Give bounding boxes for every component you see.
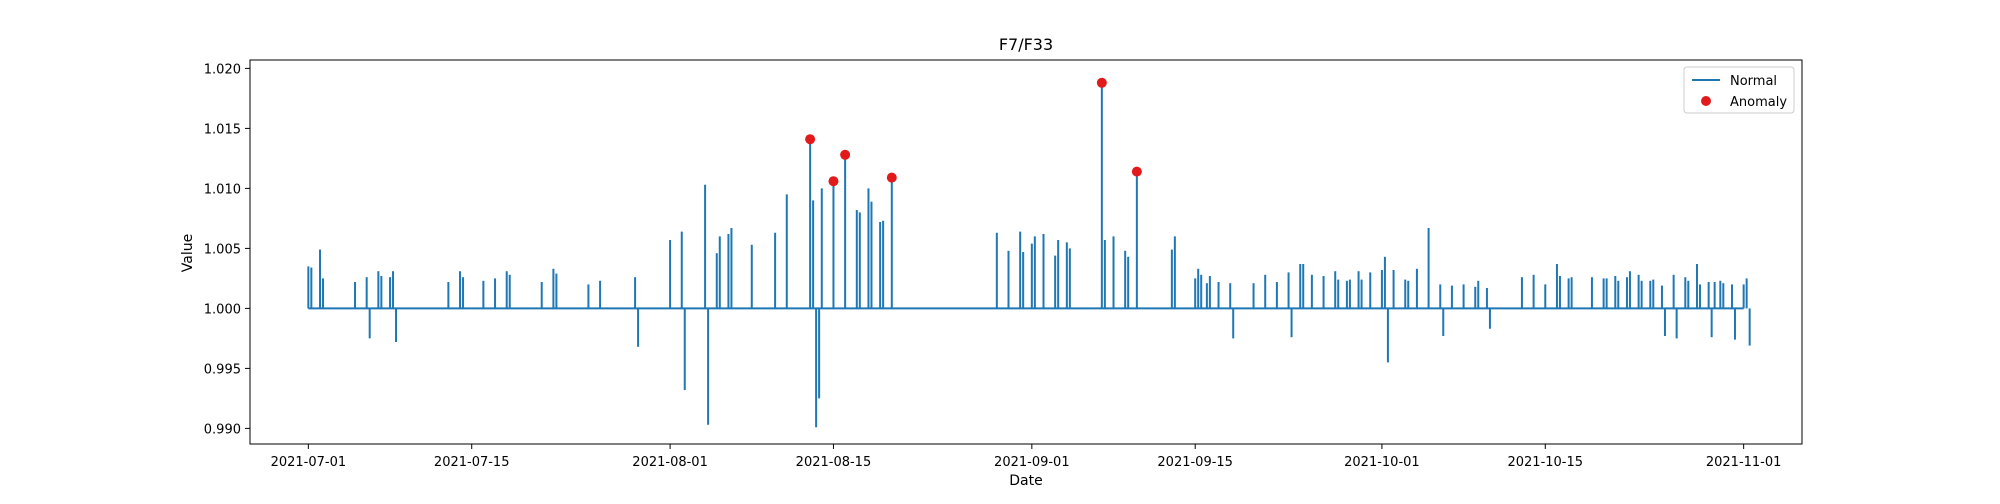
anomaly-point (886, 172, 897, 183)
y-tick-label: 1.005 (204, 242, 241, 257)
y-tick-label: 1.015 (204, 122, 241, 137)
plot-area (307, 77, 1751, 428)
x-tick-label: 2021-07-15 (434, 455, 510, 470)
y-tick-label: 1.000 (204, 302, 241, 317)
y-tick-label: 1.020 (204, 62, 241, 77)
y-axis-label: Value (180, 234, 196, 272)
x-tick-label: 2021-08-15 (796, 455, 872, 470)
legend-normal-label: Normal (1730, 74, 1777, 89)
y-tick-label: 0.990 (204, 422, 241, 437)
x-axis-label: Date (1009, 473, 1042, 489)
x-tick-label: 2021-10-01 (1344, 455, 1420, 470)
x-tick-label: 2021-09-15 (1157, 455, 1233, 470)
anomaly-point (1131, 166, 1142, 177)
x-tick-label: 2021-09-01 (994, 455, 1070, 470)
legend-anomaly-swatch (1701, 96, 1711, 106)
x-axis: 2021-07-01 2021-07-15 2021-08-01 2021-08-15… (271, 444, 1782, 470)
anomaly-point (805, 134, 816, 145)
y-tick-label: 0.995 (204, 362, 241, 377)
x-tick-label: 2021-11-01 (1706, 455, 1782, 470)
anomaly-point (1096, 77, 1107, 88)
y-axis: 0.990 0.995 1.000 1.005 1.010 1.015 1.020 (204, 62, 250, 437)
plot-frame (249, 59, 1803, 445)
legend: Normal Anomaly (1683, 66, 1795, 114)
x-tick-label: 2021-10-15 (1507, 455, 1583, 470)
anomaly-point (828, 176, 839, 187)
legend-anomaly-label: Anomaly (1730, 95, 1787, 110)
chart-title: F7/F33 (999, 35, 1053, 54)
anomaly-point (840, 149, 851, 160)
legend-box (1683, 66, 1795, 114)
x-tick-label: 2021-07-01 (271, 455, 347, 470)
y-tick-label: 1.010 (204, 182, 241, 197)
x-tick-label: 2021-08-01 (632, 455, 708, 470)
